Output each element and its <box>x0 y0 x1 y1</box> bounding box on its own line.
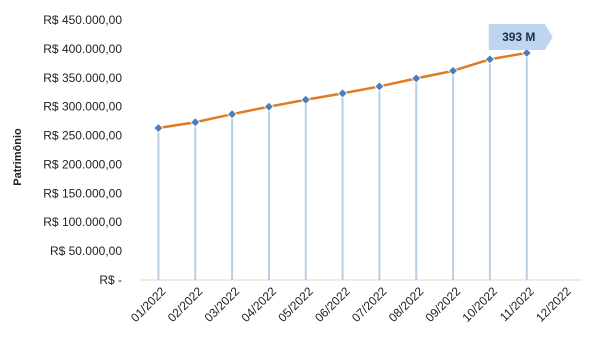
data-point-marker <box>190 117 201 128</box>
data-point-marker <box>227 109 238 120</box>
data-point-marker <box>484 54 495 65</box>
y-tick-label: R$ 450.000,00 <box>43 13 122 27</box>
x-tick-label: 04/2022 <box>238 284 279 325</box>
data-markers <box>153 47 532 134</box>
data-point-marker <box>263 101 274 112</box>
callout-label: 393 M <box>502 30 535 44</box>
y-tick-label: R$ 150.000,00 <box>43 186 122 200</box>
callout-shape <box>488 24 553 50</box>
x-tick-label: 02/2022 <box>165 284 206 325</box>
data-point-marker <box>153 122 164 134</box>
x-tick-label: 06/2022 <box>312 284 353 325</box>
x-tick-label: 07/2022 <box>349 284 390 325</box>
data-point-marker <box>411 73 422 84</box>
y-tick-label: R$ 100.000,00 <box>43 215 122 229</box>
y-tick-label: R$ 350.000,00 <box>43 71 122 85</box>
value-callout: 393 M <box>488 24 553 50</box>
data-point-marker <box>300 94 311 105</box>
y-tick-label: R$ 50.000,00 <box>50 244 122 258</box>
x-tick-label: 09/2022 <box>423 284 464 325</box>
y-axis-ticks: R$ - R$ 50.000,00 R$ 100.000,00 R$ 150.000,… <box>43 13 122 287</box>
y-tick-label: R$ 400.000,00 <box>43 42 122 56</box>
y-tick-label: R$ 250.000,00 <box>43 129 122 143</box>
data-point-marker <box>337 88 348 99</box>
x-tick-label: 12/2022 <box>533 284 574 325</box>
data-point-marker <box>521 47 532 58</box>
x-tick-label: 08/2022 <box>386 284 427 325</box>
y-tick-label: R$ 200.000,00 <box>43 157 122 171</box>
drop-lines <box>157 52 528 280</box>
x-tick-label: 03/2022 <box>202 284 243 325</box>
y-tick-label: R$ - <box>99 273 122 287</box>
x-tick-label: 10/2022 <box>459 284 500 325</box>
x-tick-label: 05/2022 <box>275 284 316 325</box>
x-tick-label: 11/2022 <box>497 284 537 324</box>
y-tick-label: R$ 300.000,00 <box>43 100 122 114</box>
data-point-marker <box>374 81 385 92</box>
x-axis-ticks: 01/202202/202203/202204/202205/202206/20… <box>128 284 574 325</box>
y-axis-title: Patrimônio <box>12 128 24 186</box>
x-tick-label: 01/2022 <box>128 284 169 325</box>
data-point-marker <box>448 65 459 76</box>
